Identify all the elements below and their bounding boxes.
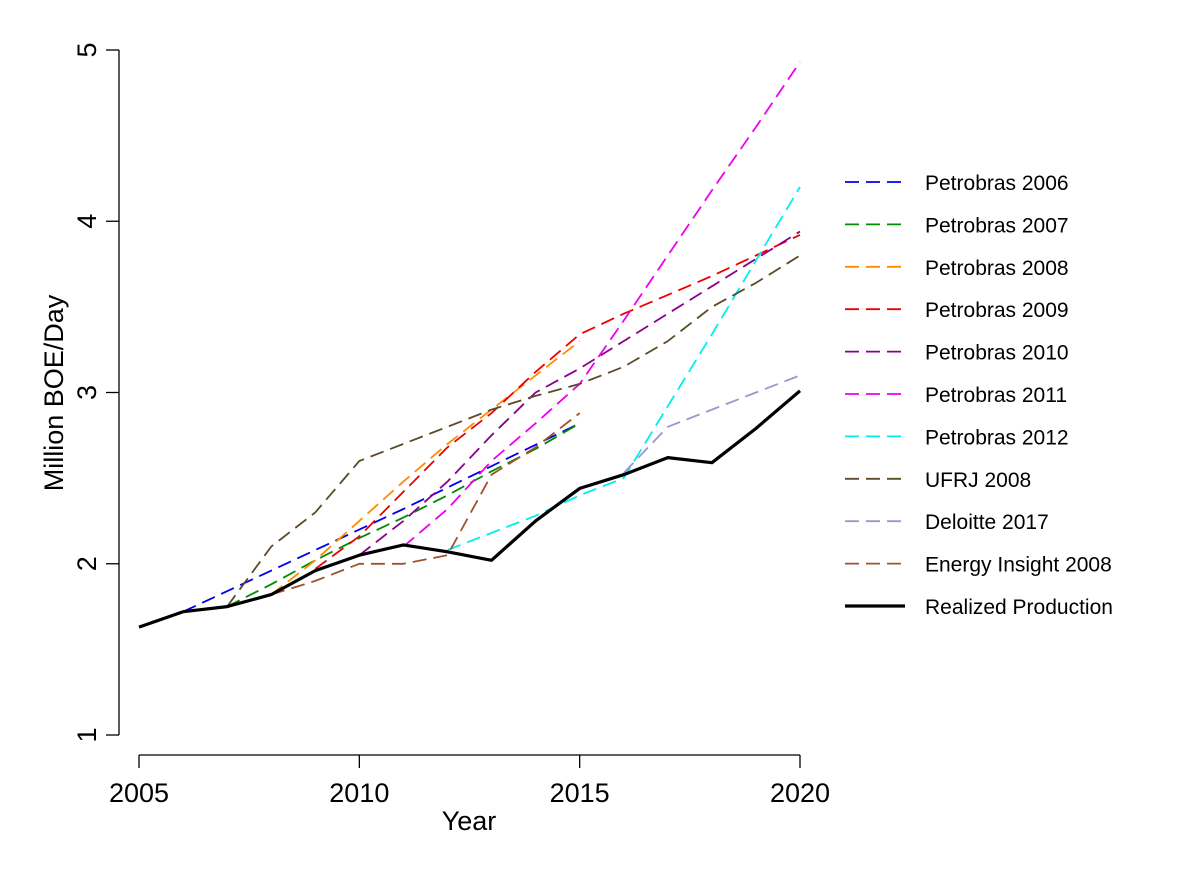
series-line-ufrj-2008 xyxy=(226,254,801,608)
x-tick-label: 2020 xyxy=(770,778,830,808)
series-line-petrobras-2010 xyxy=(358,230,801,556)
y-tick-label: 2 xyxy=(72,556,102,571)
x-tick-label: 2005 xyxy=(109,778,169,808)
y-tick-label: 4 xyxy=(72,214,102,229)
legend: Petrobras 2006 Petrobras 2007 Petrobras 20… xyxy=(845,172,1113,619)
legend-label: UFRJ 2008 xyxy=(925,469,1031,492)
legend-label: Petrobras 2012 xyxy=(925,426,1069,449)
x-tick-label: 2010 xyxy=(329,778,389,808)
series-line-petrobras-2007 xyxy=(226,422,581,608)
series-line-deloitte-2017 xyxy=(623,374,801,474)
axes: 2005 2010 2015 2020 1 2 3 4 5 xyxy=(72,42,830,808)
series-line-energy-insight-2008 xyxy=(270,412,581,596)
legend-label: Petrobras 2008 xyxy=(925,257,1069,280)
series-line-petrobras-2009 xyxy=(314,234,801,570)
legend-label: Petrobras 2011 xyxy=(925,384,1067,407)
series-line-petrobras-2011 xyxy=(402,61,801,548)
legend-label: Petrobras 2006 xyxy=(925,172,1069,195)
legend-label: Energy Insight 2008 xyxy=(925,554,1112,577)
legend-label: Realized Production xyxy=(925,596,1113,619)
series-line-petrobras-2008 xyxy=(270,340,581,596)
y-tick-label: 3 xyxy=(72,385,102,400)
y-axis-title: Million BOE/Day xyxy=(39,294,69,491)
x-tick-label: 2015 xyxy=(550,778,610,808)
x-axis-title: Year xyxy=(442,806,497,836)
legend-label: Petrobras 2010 xyxy=(925,342,1069,365)
legend-label: Petrobras 2009 xyxy=(925,299,1069,322)
series-layer xyxy=(138,61,802,629)
series-line-realized-production xyxy=(138,389,802,629)
y-tick-label: 1 xyxy=(72,727,102,742)
series-line-petrobras-2006 xyxy=(182,422,581,613)
y-tick-label: 5 xyxy=(72,42,102,57)
series-line-petrobras-2012 xyxy=(447,186,801,551)
legend-label: Deloitte 2017 xyxy=(925,511,1049,534)
legend-label: Petrobras 2007 xyxy=(925,214,1069,237)
